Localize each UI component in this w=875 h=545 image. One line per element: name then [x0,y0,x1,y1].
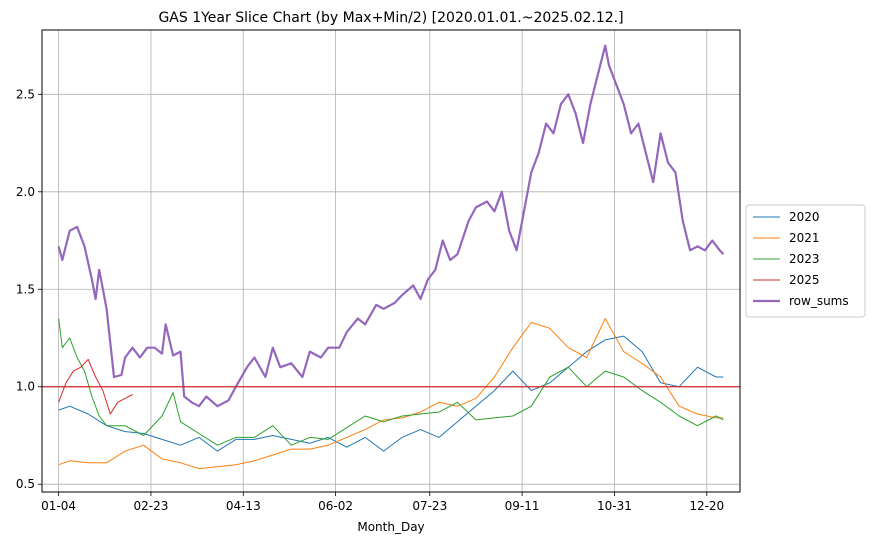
plot-frame [41,29,741,493]
y-tick-label: 1.0 [16,380,35,394]
series-line-2023 [58,318,724,446]
y-tick-label: 0.5 [16,477,35,491]
x-tick-label: 02-23 [134,499,169,513]
y-axis-ticks: 0.5 1.0 1.5 2.0 2.5 [16,87,42,491]
x-tick-label: 12-20 [689,499,724,513]
series-line-2020 [58,335,724,452]
x-axis-label: Month_Day [357,520,424,534]
legend-label: 2020 [789,210,820,224]
legend-label: 2023 [789,252,820,266]
legend-label: 2025 [789,273,820,287]
y-tick-label: 1.5 [16,282,35,296]
plot-series [42,44,740,470]
y-tick-label: 2.0 [16,185,35,199]
legend-label: row_sums [789,294,849,308]
legend: 2020 2021 2023 2025 row_sums [745,204,866,318]
x-tick-label: 07-23 [412,499,447,513]
x-tick-label: 09-11 [505,499,540,513]
x-tick-label: 04-13 [226,499,261,513]
chart-title: GAS 1Year Slice Chart (by Max+Min/2) [20… [158,10,623,26]
series-line-row_sums [57,44,725,408]
series-line-2025 [58,358,133,415]
legend-label: 2021 [789,231,820,245]
x-axis-ticks: 01-04 02-23 04-13 06-02 07-23 09-11 10-31 12-20 [41,492,724,513]
x-tick-label: 10-31 [597,499,632,513]
y-tick-label: 2.5 [16,87,35,101]
legend-box [745,204,866,318]
x-tick-label: 01-04 [41,499,76,513]
x-tick-label: 06-02 [318,499,353,513]
